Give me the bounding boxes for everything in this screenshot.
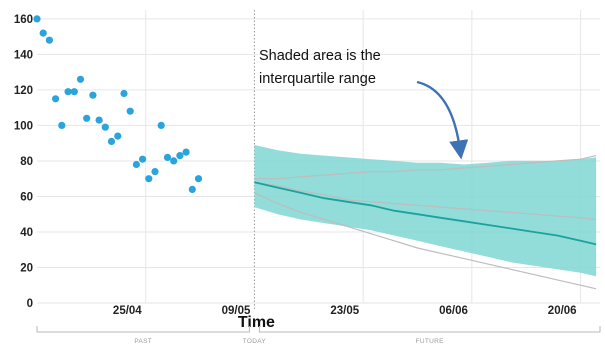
y-tick-label: 100 [14,120,33,132]
observed-point [39,29,47,37]
observed-point [126,107,134,115]
observed-point [33,15,41,23]
observed-point [45,36,54,44]
y-tick-label: 80 [20,156,33,168]
y-tick-label: 0 [27,298,33,310]
x-tick-label: 25/04 [113,305,142,317]
future-bracket [258,326,601,333]
observed-point [194,175,203,183]
observed-point [163,153,172,161]
annotation-arrow [416,80,469,160]
sample-path-line [254,192,597,290]
y-tick-label: 160 [14,14,33,26]
observed-point [83,114,91,122]
x-axis-title: Time [238,314,275,331]
observed-point [52,95,60,103]
observed-point [151,168,159,176]
sample-path-line [254,181,597,221]
observed-point [145,175,153,183]
x-tick-label: 20/06 [548,305,577,317]
observed-point [114,132,122,140]
x-tick-label: 06/06 [439,305,468,317]
iqr-band [254,145,597,277]
observed-point [139,155,147,163]
y-tick-label: 120 [14,85,33,97]
observed-point [157,121,165,129]
observed-point [101,123,109,131]
observed-point [95,116,103,124]
sample-path-line [254,155,597,180]
y-tick-label: 40 [20,227,33,239]
observed-point [89,91,97,99]
y-tick-label: 20 [20,262,33,274]
y-tick-label: 60 [20,191,33,203]
observed-point [76,75,85,83]
annotation-line: Shaded area is the [259,48,381,64]
x-tick-label: 09/05 [222,305,251,317]
observed-point [132,160,140,169]
observed-point [107,137,116,145]
annotation-line: interquartile range [259,71,376,87]
y-tick-label: 140 [14,49,33,61]
observed-point [188,185,196,193]
observed-point [64,88,72,96]
median-line [254,181,597,246]
past-label: PAST [134,338,152,345]
today-label: TODAY [243,338,267,345]
observed-point [70,88,78,96]
future-label: FUTURE [416,338,445,345]
x-tick-label: 23/05 [330,305,359,317]
observed-point [176,152,184,160]
past-bracket [36,326,250,333]
observed-point [58,121,66,129]
observed-point [170,157,178,165]
observed-point [120,89,128,98]
observed-point [182,148,190,156]
